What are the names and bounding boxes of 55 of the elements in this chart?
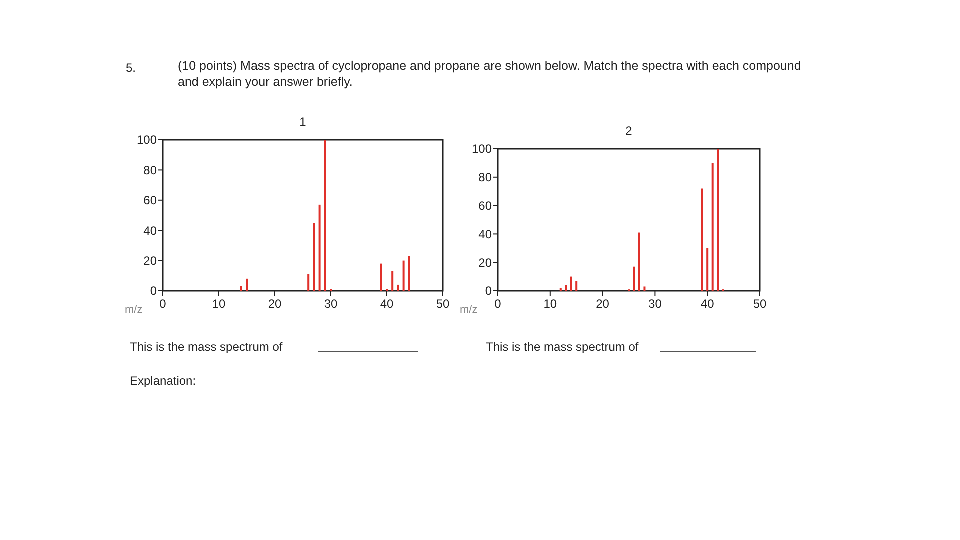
bar	[560, 288, 562, 291]
bar	[565, 285, 568, 291]
bar	[402, 260, 405, 291]
bar	[313, 223, 316, 291]
x-tick-label: 40	[700, 297, 715, 311]
y-tick-label: 40	[144, 224, 158, 238]
y-tick-label: 20	[478, 256, 492, 270]
y-tick-label: 80	[144, 163, 158, 178]
y-tick-label: 20	[144, 254, 158, 268]
chart-title: 1	[300, 115, 307, 129]
bar	[397, 284, 400, 291]
x-tick-label: 50	[753, 297, 767, 311]
bar	[638, 232, 640, 291]
y-tick-label: 60	[478, 199, 492, 213]
bar	[576, 281, 578, 291]
x-tick-label: 30	[648, 297, 662, 311]
x-tick-label: 0	[494, 297, 502, 311]
bar	[324, 140, 326, 291]
y-tick-label: 100	[472, 142, 492, 156]
text: This is the mass spectrum of	[130, 340, 284, 354]
x-axis-title: m/z	[125, 304, 143, 316]
bar	[633, 266, 636, 291]
bar	[318, 204, 321, 291]
bar	[717, 149, 720, 291]
x-tick-label: 20	[268, 297, 282, 311]
text: (10 points) Mass spectra of cyclopropane and propane are shown below. Match the spectra with each compound and explain your answer briefly.	[178, 58, 802, 90]
x-axis-title: m/z	[460, 304, 478, 316]
bar	[240, 286, 242, 291]
bar	[570, 276, 572, 291]
x-tick-label: 0	[160, 297, 167, 311]
y-tick-label: 40	[478, 227, 492, 242]
bar	[380, 264, 382, 291]
text: 5.	[126, 61, 136, 75]
bar	[701, 188, 704, 291]
text: This is the mass spectrum of	[486, 340, 640, 354]
x-tick-label: 30	[324, 297, 338, 311]
chart-title: 2	[626, 124, 633, 138]
x-tick-label: 10	[212, 297, 226, 311]
x-tick-label: 20	[596, 297, 610, 311]
y-tick-label: 0	[150, 284, 158, 298]
x-tick-label: 10	[544, 297, 558, 311]
y-tick-label: 80	[478, 170, 492, 185]
bar	[392, 271, 394, 291]
y-tick-label: 0	[485, 284, 492, 298]
x-tick-label: 50	[436, 297, 450, 311]
x-tick-label: 40	[380, 297, 394, 311]
bar	[408, 256, 410, 291]
y-tick-label: 60	[144, 194, 158, 208]
bar	[644, 286, 646, 291]
bar	[712, 163, 714, 291]
bar	[246, 278, 248, 291]
bar	[706, 248, 709, 291]
bar	[308, 274, 310, 291]
y-tick-label: 100	[136, 133, 158, 148]
text: Explanation:	[130, 374, 196, 388]
